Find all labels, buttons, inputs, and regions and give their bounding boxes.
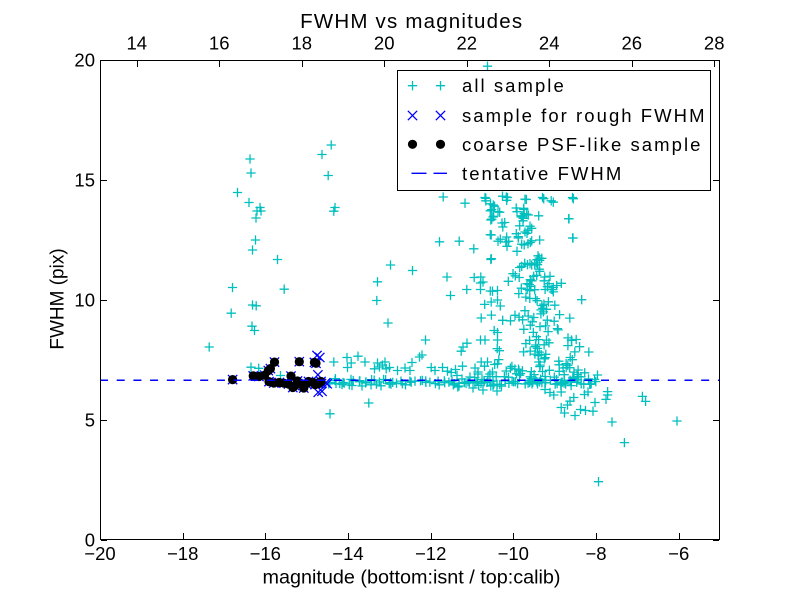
svg-text:28: 28 [704, 33, 725, 54]
svg-text:16: 16 [209, 33, 230, 54]
svg-text:−20: −20 [84, 543, 115, 564]
svg-text:5: 5 [85, 409, 95, 430]
svg-text:−6: −6 [668, 543, 689, 564]
svg-text:all sample: all sample [462, 75, 566, 96]
svg-text:−14: −14 [332, 543, 363, 564]
svg-text:15: 15 [74, 169, 95, 190]
svg-text:26: 26 [622, 33, 643, 54]
svg-text:tentative FWHM: tentative FWHM [462, 163, 623, 184]
svg-text:0: 0 [85, 529, 95, 550]
svg-text:10: 10 [74, 289, 95, 310]
svg-text:20: 20 [374, 33, 395, 54]
svg-text:20: 20 [74, 49, 95, 70]
svg-text:sample for rough FWHM: sample for rough FWHM [462, 105, 707, 126]
svg-text:−8: −8 [585, 543, 606, 564]
svg-text:FWHM vs magnitudes: FWHM vs magnitudes [300, 10, 523, 33]
svg-text:magnitude (bottom:isnt / top:c: magnitude (bottom:isnt / top:calib) [263, 567, 561, 589]
svg-text:24: 24 [539, 33, 560, 54]
svg-text:−16: −16 [250, 543, 281, 564]
svg-text:coarse PSF-like sample: coarse PSF-like sample [462, 134, 702, 155]
svg-text:−18: −18 [167, 543, 198, 564]
svg-text:−10: −10 [498, 543, 529, 564]
svg-text:22: 22 [457, 33, 478, 54]
svg-text:FWHM (pix): FWHM (pix) [48, 248, 69, 349]
svg-text:−12: −12 [415, 543, 446, 564]
svg-text:14: 14 [127, 33, 148, 54]
svg-text:18: 18 [292, 33, 313, 54]
